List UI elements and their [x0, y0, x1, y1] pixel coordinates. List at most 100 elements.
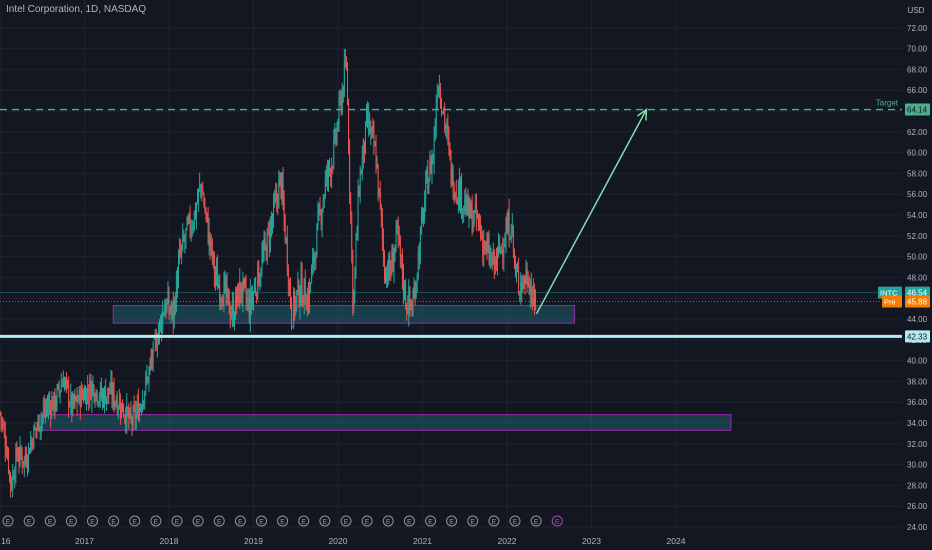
x-axis[interactable]: 16 2017 2018 2019 2020 2021 2022 2023 2024 [1, 536, 686, 546]
candle-body [55, 403, 57, 407]
candle-body [216, 268, 217, 276]
earnings-marker[interactable] [171, 515, 183, 527]
candle-body [181, 245, 183, 254]
earnings-marker[interactable] [446, 515, 458, 527]
earnings-marker[interactable] [108, 515, 120, 527]
candle-body [380, 205, 382, 217]
candle-body [165, 303, 167, 314]
earnings-marker[interactable] [509, 515, 521, 527]
candle-body [46, 406, 47, 408]
earnings-marker[interactable] [277, 515, 289, 527]
candle-body [134, 408, 136, 419]
candle-body [53, 392, 55, 411]
x-tick-label: 2024 [667, 536, 686, 546]
candle-body [376, 166, 378, 168]
candle-body [379, 189, 381, 205]
candle-body [499, 241, 501, 252]
projection-arrow[interactable] [535, 109, 648, 315]
candle-body [493, 250, 495, 270]
candle-body [430, 158, 432, 174]
earnings-marker[interactable] [234, 515, 246, 527]
candle-body [92, 384, 94, 387]
earnings-marker-label: E [323, 519, 328, 526]
earnings-marker[interactable] [213, 515, 225, 527]
projection-arrow-group[interactable] [535, 108, 648, 315]
earnings-marker[interactable] [129, 515, 141, 527]
candle-body [56, 388, 58, 406]
earnings-marker-label: E [111, 519, 116, 526]
candle-body [240, 282, 242, 295]
candle-body [354, 268, 356, 295]
candle-body [196, 206, 197, 217]
candle-body [320, 214, 322, 224]
earnings-marker-label: E [365, 519, 370, 526]
earnings-marker[interactable] [361, 515, 373, 527]
candle-body [3, 428, 5, 432]
candle-body [66, 377, 67, 381]
earnings-marker[interactable] [530, 515, 542, 527]
earnings-marker[interactable] [2, 515, 14, 527]
price-zone-rectangle[interactable] [37, 414, 732, 431]
candle-body [16, 447, 18, 456]
earnings-marker[interactable] [298, 515, 310, 527]
y-tick-label: 70.00 [907, 45, 928, 54]
candle-body [332, 167, 334, 169]
candle-body [303, 277, 305, 304]
earnings-marker[interactable] [551, 515, 563, 527]
candle-body [528, 282, 530, 295]
earnings-marker[interactable] [340, 515, 352, 527]
candle-body [257, 262, 259, 299]
candle-body [127, 407, 129, 413]
candle-body [147, 377, 149, 382]
candle-body [141, 407, 142, 409]
candle-body [199, 184, 201, 188]
earnings-marker[interactable] [319, 515, 331, 527]
candle-body [457, 182, 459, 206]
candle-body [284, 217, 286, 243]
candle-body [352, 250, 354, 308]
candle-body [155, 339, 157, 350]
candle-body [121, 402, 122, 417]
earnings-marker[interactable] [403, 515, 415, 527]
candle-body [243, 278, 245, 281]
candle-body [177, 275, 178, 289]
candle-body [344, 60, 346, 65]
candle-body [247, 298, 249, 302]
candle-body [469, 200, 471, 219]
earnings-marker[interactable] [425, 515, 436, 527]
earnings-marker[interactable] [44, 515, 56, 527]
candle-body [40, 418, 42, 428]
earnings-marker[interactable] [23, 515, 35, 527]
candle-body [18, 458, 20, 461]
candle-body [432, 158, 434, 159]
y-axis[interactable]: USD 24.00 26.00 28.00 30.00 32.00 34.00 36.00 38… [902, 0, 932, 550]
earnings-marker[interactable] [65, 515, 77, 527]
candle-body [279, 172, 281, 179]
earnings-marker[interactable] [488, 515, 500, 527]
earnings-marker[interactable] [150, 515, 162, 527]
candle-body [301, 273, 303, 306]
earnings-marker[interactable] [382, 515, 394, 527]
earnings-marker[interactable] [87, 515, 98, 527]
earnings-marker[interactable] [256, 515, 267, 527]
symbol-title[interactable]: Intel Corporation, 1D, NASDAQ [6, 4, 146, 15]
target-price-badge [905, 103, 930, 116]
candle-body [33, 426, 35, 449]
candle-body [442, 112, 444, 113]
candle-body [79, 390, 81, 408]
candle-body [47, 408, 48, 410]
candle-body [25, 458, 27, 465]
candle-body [166, 300, 168, 312]
price-zone-rectangle[interactable] [112, 304, 576, 324]
candle-body [508, 211, 510, 241]
candle-body [112, 387, 114, 400]
candle-body [96, 392, 98, 402]
earnings-marker[interactable] [467, 515, 479, 527]
candle-body [492, 250, 494, 264]
candle-body [418, 253, 420, 261]
earnings-marker[interactable] [192, 515, 204, 527]
